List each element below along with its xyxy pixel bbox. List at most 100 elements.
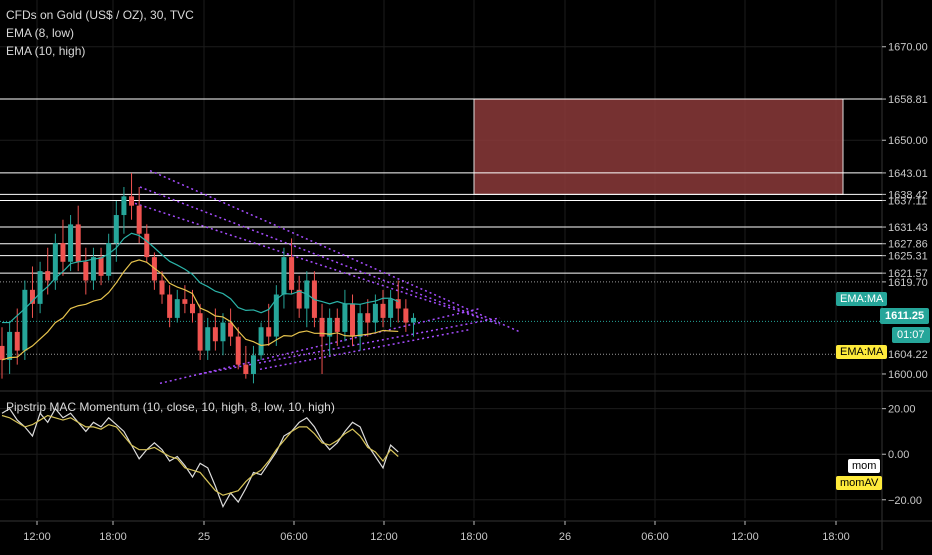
ema-tag-yellow: EMA:MA [836,345,888,359]
time-tick-label: 12:00 [731,531,759,543]
momav-line [1,414,399,496]
candle-body [372,303,378,323]
candle-body [380,303,386,318]
price-level-label: 1638.42 [888,189,928,201]
time-tick-label: 06:00 [280,531,308,543]
price-tick-label: 1670.00 [888,42,928,54]
price-tick-label: 1650.00 [888,135,928,147]
candle-body [37,271,43,304]
time-tick-label: 18:00 [99,531,127,543]
price-level-label: 1625.31 [888,251,928,263]
last-price-tag: 1611.25 [880,308,930,324]
symbol-title[interactable]: CFDs on Gold (US$ / OZ), 30, TVC [6,8,194,22]
candle-body [83,261,89,281]
candle-body [159,280,165,295]
momav-tag: momAV [836,476,883,490]
channel-line [259,328,471,371]
candle-body [266,327,272,337]
ema-tag-teal: EMA:MA [836,292,888,306]
time-tick-label: 12:00 [23,531,51,543]
candle-body [334,317,340,332]
candle-body [197,313,203,351]
time-tick-label: 25 [198,531,210,543]
candle-body [182,299,188,304]
candle-body [144,233,150,258]
ema-lines [1,232,399,361]
mom-line [1,407,399,509]
candle-body [68,224,74,262]
price-tick-label: 1600.00 [888,369,928,381]
candle-body [90,257,96,281]
candle-body [45,271,51,281]
candle-body [129,196,135,206]
candle-timer: 01:07 [892,327,930,343]
time-tick-label: 12:00 [370,531,398,543]
price-level-label: 1619.70 [888,277,928,289]
time-tick-label: 18:00 [822,531,850,543]
candle-body [136,205,142,234]
candle-body [250,355,256,374]
candle-body [52,243,58,281]
candles [0,172,416,384]
candle-body [7,331,13,360]
candle-body [190,303,195,314]
candle-body [365,313,371,323]
candle-body [106,243,112,276]
channel-line [199,317,501,375]
momentum-legend[interactable]: Pipstrip MAC Momentum (10, close, 10, hi… [6,400,335,414]
momentum-oscillator [1,407,399,509]
time-tick-label: 26 [559,531,571,543]
candle-body [410,317,416,323]
supply-zone-rect [473,98,844,195]
candle-body [395,299,401,309]
candle-body [14,331,20,351]
supply-zone [473,98,844,195]
ema-high-line [2,232,399,324]
channel-line [134,202,481,319]
mom-tag: mom [848,459,881,473]
channel-line [139,186,501,326]
osc-tick-label: −20.00 [888,495,922,507]
candle-body [60,243,66,262]
candle-body [403,308,409,323]
price-level-label: 1627.86 [888,239,928,251]
candle-body [342,303,348,332]
price-level-label: 1637.11 [888,195,927,207]
ema-low-legend[interactable]: EMA (8, low) [6,26,75,40]
candle-body [121,196,127,216]
candle-body [98,257,104,276]
ema-high-legend[interactable]: EMA (10, high) [6,44,86,58]
candle-body [167,294,173,318]
price-level-label: 1621.57 [888,268,928,280]
candle-body [319,317,325,337]
channel-line [149,169,521,333]
candle-body [388,299,394,318]
candle-body [174,299,180,318]
candle-body [228,322,234,337]
price-level-label: 1604.22 [888,349,928,361]
candle-body [350,303,356,337]
candle-body [243,364,249,374]
candle-body [212,327,218,342]
candle-body [75,224,81,262]
osc-tick-label: 0.00 [888,449,909,461]
candle-body [273,294,279,337]
price-level-label: 1643.01 [888,168,928,180]
candle-body [22,289,28,351]
price-level-label: 1658.81 [888,94,928,106]
candle-body [235,336,241,365]
candle-body [258,327,264,356]
time-tick-label: 18:00 [460,531,488,543]
candle-body [29,289,35,304]
time-tick-label: 06:00 [641,531,669,543]
candle-body [289,257,295,290]
wedge-channel [134,169,521,385]
candle-body [205,327,211,351]
osc-tick-label: 20.00 [888,404,916,416]
candle-body [0,345,5,360]
